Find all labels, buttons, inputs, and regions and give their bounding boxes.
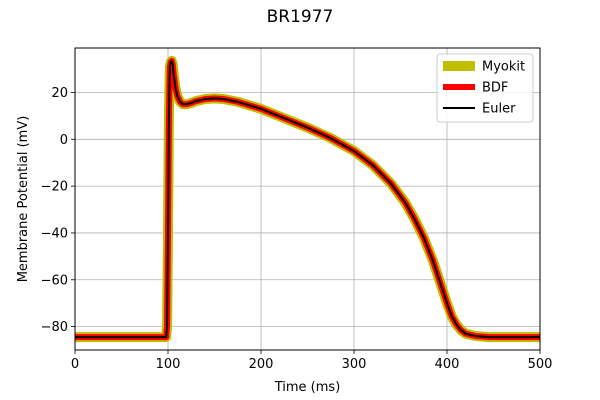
x-tick-label: 300 bbox=[342, 357, 367, 372]
x-tick-label: 200 bbox=[249, 357, 274, 372]
y-axis-label: Membrane Potential (mV) bbox=[16, 116, 31, 283]
y-tick-label: −60 bbox=[41, 273, 68, 288]
plot-frame bbox=[74, 47, 541, 351]
legend: Myokit BDF Euler bbox=[436, 53, 534, 123]
x-tick-label: 100 bbox=[156, 357, 181, 372]
y-tick-label: 20 bbox=[51, 86, 68, 101]
chart-title: BR1977 bbox=[267, 7, 334, 27]
legend-label-bdf: BDF bbox=[482, 81, 508, 96]
y-axis: −80 −60 −40 −20 0 20 bbox=[41, 86, 75, 335]
x-tick-label: 0 bbox=[71, 357, 79, 372]
y-tick-label: −20 bbox=[41, 180, 68, 195]
legend-label-euler: Euler bbox=[482, 102, 516, 117]
y-tick-label: −80 bbox=[41, 320, 68, 335]
x-axis: 0 100 200 300 400 500 bbox=[71, 350, 553, 372]
legend-label-myokit: Myokit bbox=[482, 60, 525, 75]
x-axis-label: Time (ms) bbox=[274, 380, 341, 395]
x-tick-label: 500 bbox=[528, 357, 553, 372]
x-tick-label: 400 bbox=[435, 357, 460, 372]
series-layer bbox=[75, 55, 540, 343]
y-tick-label: −40 bbox=[41, 226, 68, 241]
y-tick-label: 0 bbox=[60, 133, 68, 148]
series-line-euler bbox=[75, 59, 540, 339]
